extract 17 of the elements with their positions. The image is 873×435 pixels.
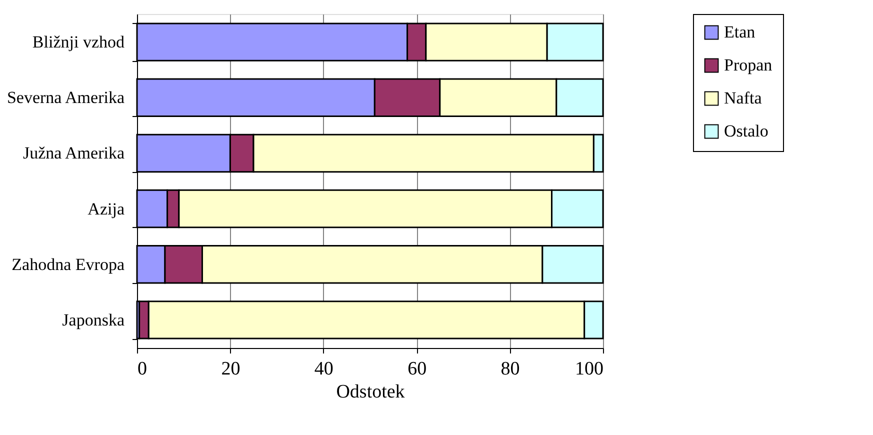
x-tick-label: 80 (500, 358, 520, 380)
legend-label: Ostalo (724, 122, 768, 140)
y-tick-label: Južna Amerika (23, 144, 125, 163)
x-tick-label: 40 (314, 358, 334, 380)
legend-label: Propan (724, 56, 773, 74)
legend-label: Etan (724, 22, 756, 42)
y-tick-label: Severna Amerika (6, 88, 125, 108)
x-tick-label: 0 (138, 358, 147, 380)
legend-label: Nafta (724, 88, 762, 108)
x-tick-label: 100 (575, 358, 604, 380)
y-tick-label: Bližnji vzhod (32, 32, 125, 52)
x-axis-title: Odstotek (336, 382, 406, 402)
y-tick-label: Azija (88, 199, 125, 218)
x-tick-label: 60 (408, 358, 427, 380)
y-tick-label: Zahodna Evropa (12, 254, 125, 274)
y-tick-label: Japonska (62, 310, 125, 330)
x-tick-label: 20 (221, 358, 240, 380)
